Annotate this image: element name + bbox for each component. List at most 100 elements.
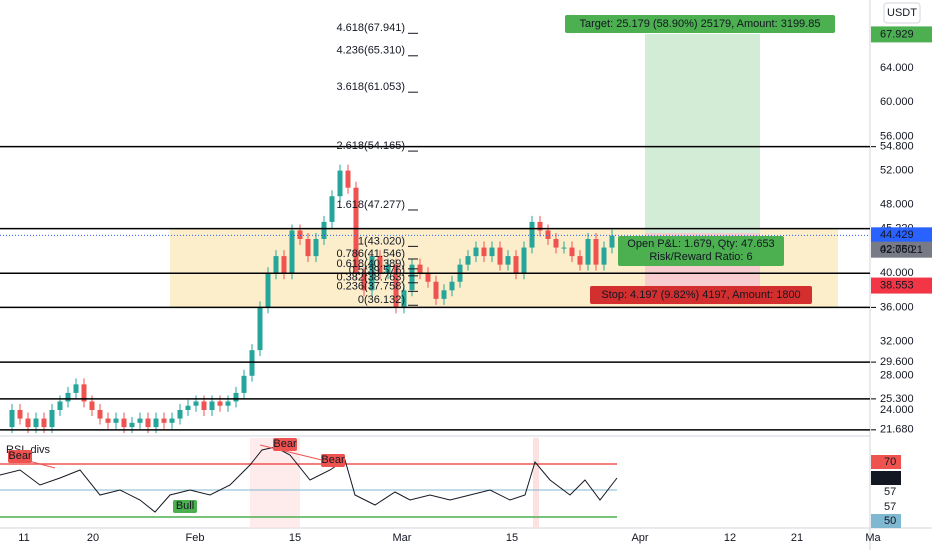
candle: [105, 418, 111, 423]
fib-label: 0(36.132): [358, 294, 405, 306]
pnl-box: [618, 236, 784, 266]
candle: [537, 221, 543, 231]
pnl-label: Open P&L: 1.679, Qty: 47.653: [627, 238, 774, 250]
candle: [161, 418, 167, 423]
candle: [361, 273, 367, 291]
candle: [57, 401, 63, 410]
date-label: 12: [724, 532, 736, 544]
stop-label: Stop: 4.197 (9.82%) 4197, Amount: 1800: [601, 289, 800, 301]
date-label: 11: [18, 532, 29, 544]
price-tick-label: 64.000: [880, 62, 914, 74]
candle: [193, 401, 199, 406]
fib-label: 0.786(41.546): [337, 248, 406, 260]
candle: [313, 239, 319, 257]
price-tick-label: 60.000: [880, 96, 914, 108]
signal-label: Bear: [8, 450, 32, 462]
level-label: 25.300: [880, 393, 914, 405]
candle: [489, 247, 495, 257]
level-badge: [871, 299, 932, 316]
candle: [473, 247, 479, 257]
price-badge: [871, 241, 932, 258]
candle: [9, 410, 15, 428]
signal-badge: [8, 450, 32, 463]
candle: [129, 422, 135, 428]
fib-label: 4.618(67.941): [337, 22, 406, 34]
target-box: [565, 15, 835, 33]
candle: [497, 247, 503, 265]
rsi-axis-label: 61: [884, 472, 896, 484]
fib-label: 0.382(38.763): [337, 272, 406, 284]
candle: [145, 418, 151, 428]
candle: [417, 264, 423, 274]
candle: [553, 239, 559, 248]
candle: [465, 256, 471, 265]
candle: [41, 418, 47, 428]
candle: [209, 401, 215, 410]
price-tick-label: 52.000: [880, 165, 914, 177]
candle: [97, 410, 103, 419]
candle: [177, 410, 183, 419]
candle: [393, 264, 399, 308]
candle: [153, 418, 159, 428]
signal-badge: [321, 454, 345, 467]
rsi-highlight: [533, 438, 539, 528]
fib-label: 1.618(47.277): [337, 199, 406, 211]
candle: [65, 392, 71, 402]
date-label: Mar: [393, 532, 412, 544]
stop-box: [590, 286, 812, 304]
candle: [33, 418, 39, 428]
candle: [449, 281, 455, 291]
price-tick-label: 32.000: [880, 336, 914, 348]
candle: [513, 256, 519, 274]
candle: [17, 410, 23, 419]
fib-label: 2.618(54.165): [337, 140, 406, 152]
fib-label: 4.236(65.310): [337, 45, 406, 57]
rsi-axis-label: 57: [884, 501, 896, 513]
candle: [529, 221, 535, 248]
candle: [297, 230, 303, 239]
price-badge-label: 42.750: [880, 244, 914, 256]
candle: [225, 401, 231, 406]
candle: [25, 418, 31, 428]
fib-label: 1(43.020): [358, 235, 405, 247]
candle: [569, 247, 575, 257]
candle: [249, 350, 255, 376]
level-badge: [871, 421, 932, 438]
candle: [593, 239, 599, 265]
candle: [257, 307, 263, 351]
date-label: 15: [289, 532, 301, 544]
price-badge: [871, 277, 932, 294]
div-line: [259, 444, 331, 463]
candle: [561, 247, 567, 249]
signal-label: Bear: [273, 438, 297, 450]
candle: [281, 256, 287, 274]
rsi-badge: [871, 471, 901, 485]
candle: [121, 418, 127, 428]
candle: [305, 239, 311, 257]
price-badge: [871, 227, 932, 244]
currency-button[interactable]: [883, 2, 921, 24]
candle: [321, 221, 327, 239]
price-badge-label: 44.429: [880, 229, 914, 241]
level-label: 29.600: [880, 356, 914, 368]
candle: [265, 273, 271, 308]
fib-label: 0.236(37.758): [337, 280, 406, 292]
candle: [329, 196, 335, 222]
candle: [233, 392, 239, 402]
date-label: 20: [87, 532, 99, 544]
rr-label: Risk/Reward Ratio: 6: [649, 251, 752, 263]
rsi-highlight: [250, 438, 300, 528]
date-label: Feb: [186, 532, 205, 544]
price-tick-label: 56.000: [880, 130, 914, 142]
level-badge: [871, 138, 932, 155]
candle: [377, 256, 383, 274]
candle: [241, 375, 247, 393]
candle: [49, 410, 55, 428]
candle: [401, 290, 407, 308]
candle: [337, 170, 343, 197]
candle: [137, 418, 143, 423]
candle: [521, 247, 527, 274]
rsi-axis-label: 50: [884, 515, 896, 527]
candle: [289, 230, 295, 274]
